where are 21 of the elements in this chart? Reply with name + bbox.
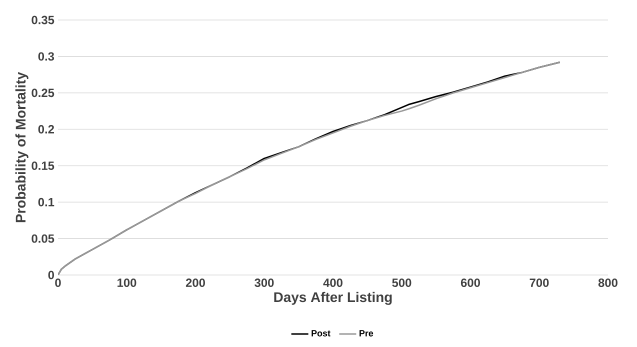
y-axis-title: Probability of Mortality — [15, 72, 28, 222]
y-tick-label: 0.25 — [32, 88, 54, 98]
x-tick-label: 800 — [598, 278, 618, 287]
x-axis-title: Days After Listing — [274, 292, 392, 305]
x-tick-label: 600 — [460, 278, 480, 287]
x-tick-label: 200 — [186, 278, 205, 287]
y-tick-label: 0.2 — [38, 125, 54, 134]
x-tick-label: 300 — [254, 278, 274, 288]
y-tick-label: 0.15 — [32, 161, 54, 170]
y-tick-label: 0 — [48, 270, 54, 280]
y-tick-label: 0.35 — [32, 16, 54, 24]
y-tick-label: 0.3 — [38, 52, 54, 61]
legend-label: Post — [312, 330, 330, 336]
x-tick-label: 500 — [392, 278, 412, 287]
y-tick-label: 0.05 — [32, 234, 54, 243]
x-tick-label: 0 — [55, 278, 61, 287]
y-tick-label: 0.1 — [38, 198, 54, 206]
x-tick-label: 700 — [530, 278, 549, 287]
legend-label: Pre — [360, 330, 374, 336]
x-tick-label: 100 — [118, 278, 136, 287]
x-tick-label: 400 — [323, 278, 342, 287]
